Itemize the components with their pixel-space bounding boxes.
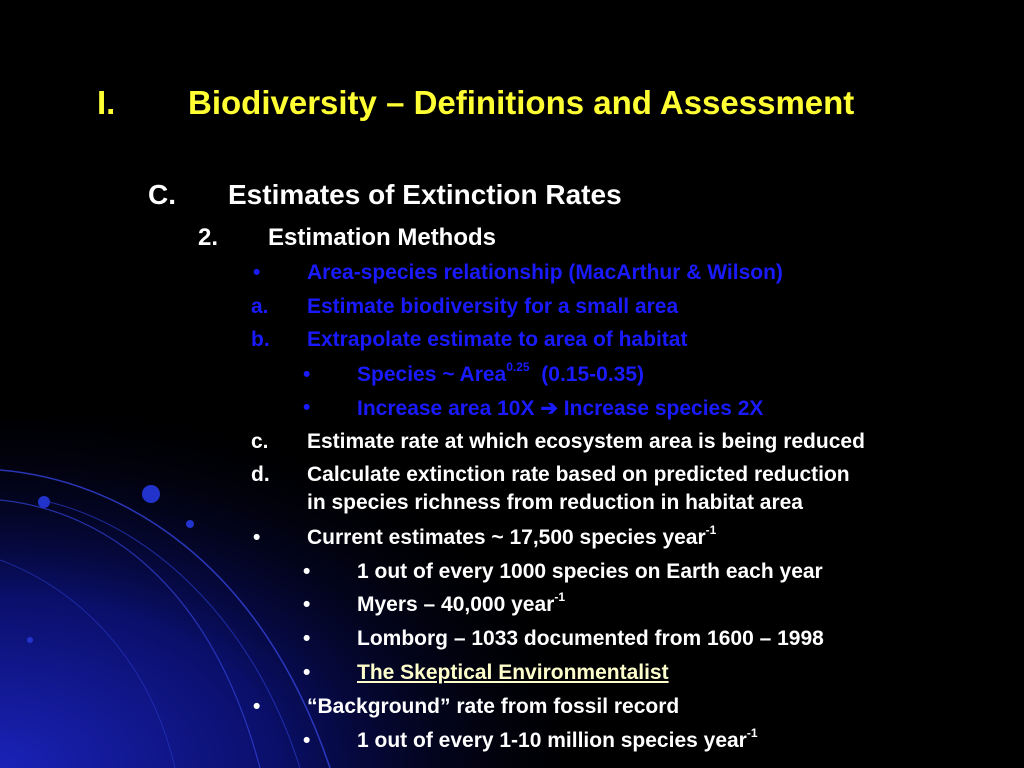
bullet-marker: • — [253, 695, 261, 718]
list-item-text: Species ~ Area0.25 (0.15-0.35) — [357, 360, 645, 387]
corner-glow — [0, 420, 560, 768]
formula-range: (0.15-0.35) — [529, 363, 645, 386]
decor-dot — [186, 520, 194, 528]
title-number: I. — [97, 84, 116, 121]
slide-title: Biodiversity – Definitions and Assessmen… — [188, 84, 855, 121]
list-item-text: Area-species relationship (MacArthur & W… — [307, 261, 783, 284]
bullet-marker: • — [303, 363, 311, 386]
exponent: -1 — [554, 590, 565, 604]
list-item-text: Estimate biodiversity for a small area — [307, 295, 679, 318]
subsection-heading: Estimation Methods — [268, 224, 497, 251]
list-item-part: 1 out of every 1-10 million species year — [357, 729, 747, 752]
subsection-marker: 2. — [198, 224, 219, 251]
bullet-marker: • — [303, 593, 311, 616]
bullet-marker: • — [253, 526, 261, 549]
list-item-text: Increase area 10X ➔ Increase species 2X — [357, 396, 763, 421]
exponent: -1 — [705, 523, 717, 537]
list-item-continuation: in species richness from reduction in ha… — [307, 491, 803, 514]
arrow-icon: ➔ — [540, 397, 558, 420]
list-marker: d. — [251, 463, 270, 486]
list-item-part: Myers – 40,000 year — [357, 593, 555, 616]
section-marker: C. — [148, 179, 176, 210]
list-item-part: Increase area 10X — [357, 397, 535, 420]
list-marker: b. — [251, 328, 270, 351]
book-title-link[interactable]: The Skeptical Environmentalist — [357, 661, 669, 684]
list-item-part: Current estimates ~ 17,500 species year — [307, 526, 706, 549]
swoosh-line — [39, 499, 301, 768]
list-item-text: Calculate extinction rate based on predi… — [307, 463, 850, 486]
bullet-marker: • — [253, 261, 261, 284]
list-item-text: Estimate rate at which ecosystem area is… — [307, 430, 865, 453]
exponent: -1 — [746, 726, 758, 740]
decor-dot — [38, 496, 50, 508]
list-item-text: Extrapolate estimate to area of habitat — [307, 328, 688, 351]
swoosh-line — [0, 499, 261, 768]
list-item-text: Lomborg – 1033 documented from 1600 – 19… — [357, 627, 824, 650]
list-marker: c. — [251, 430, 269, 453]
list-item-text: 1 out of every 1-10 million species year… — [357, 726, 758, 753]
list-item-text: Current estimates ~ 17,500 species year-… — [307, 523, 717, 550]
swoosh-line — [0, 559, 176, 768]
bullet-marker: • — [303, 396, 311, 419]
list-item-text: Myers – 40,000 year-1 — [357, 590, 565, 617]
exponent: 0.25 — [506, 360, 530, 374]
decor-dot — [27, 637, 33, 643]
list-marker: a. — [251, 295, 269, 318]
list-item-text: “Background” rate from fossil record — [307, 695, 680, 718]
list-item-part: Increase species 2X — [563, 397, 764, 420]
section-heading: Estimates of Extinction Rates — [228, 179, 622, 210]
bullet-marker: • — [303, 729, 311, 752]
decor-dot — [142, 485, 160, 503]
bullet-marker: • — [303, 560, 311, 583]
bullet-marker: • — [303, 627, 311, 650]
list-item-text: 1 out of every 1000 species on Earth eac… — [357, 560, 823, 583]
bullet-marker: • — [303, 661, 311, 684]
swoosh-line — [0, 469, 331, 768]
formula-text: Species ~ Area — [357, 363, 507, 386]
